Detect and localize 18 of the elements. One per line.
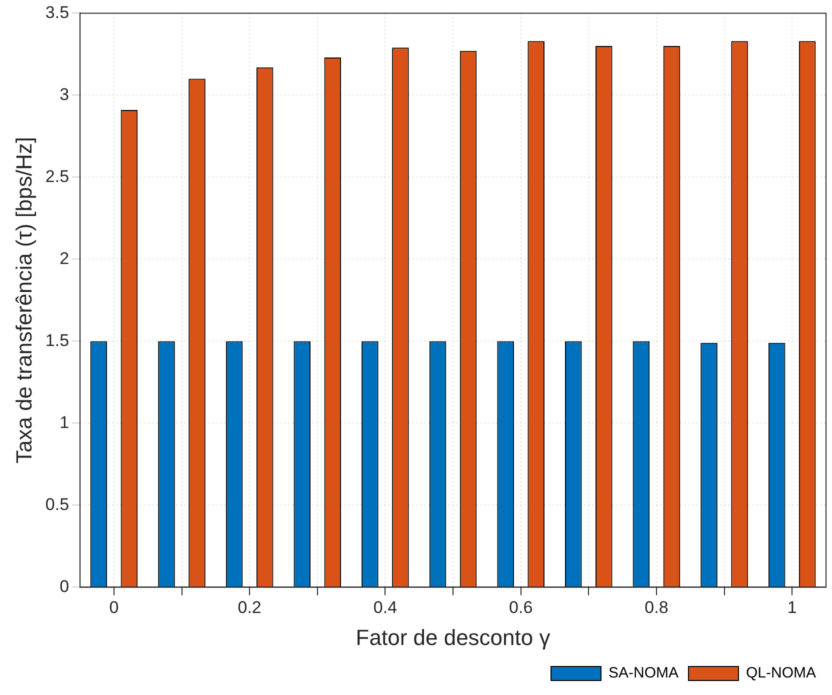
y-tick-label: 1 [60,412,70,432]
y-tick-label: 0 [60,576,70,596]
x-tick-label: 0.2 [238,598,262,618]
legend-label: SA-NOMA [608,664,679,682]
y-tick-label: 0.5 [45,494,70,514]
y-tick-label: 3.5 [45,2,70,22]
legend-label: QL-NOMA [746,664,816,682]
x-tick-label: 1 [787,598,797,618]
y-tick-label: 2.5 [45,166,70,186]
y-tick-label: 1.5 [45,330,70,350]
x-axis-title: Fator de desconto γ [356,624,550,650]
x-tick-label: 0.8 [644,598,668,618]
x-tick-label: 0.6 [509,598,533,618]
x-tick-label: 0.4 [373,598,398,618]
y-axis-title: Taxa de transferência (τ) [bps/Hz] [11,136,36,464]
y-tick-label: 3 [60,84,70,104]
x-tick-label: 0 [109,598,119,618]
y-tick-label: 2 [60,248,70,268]
